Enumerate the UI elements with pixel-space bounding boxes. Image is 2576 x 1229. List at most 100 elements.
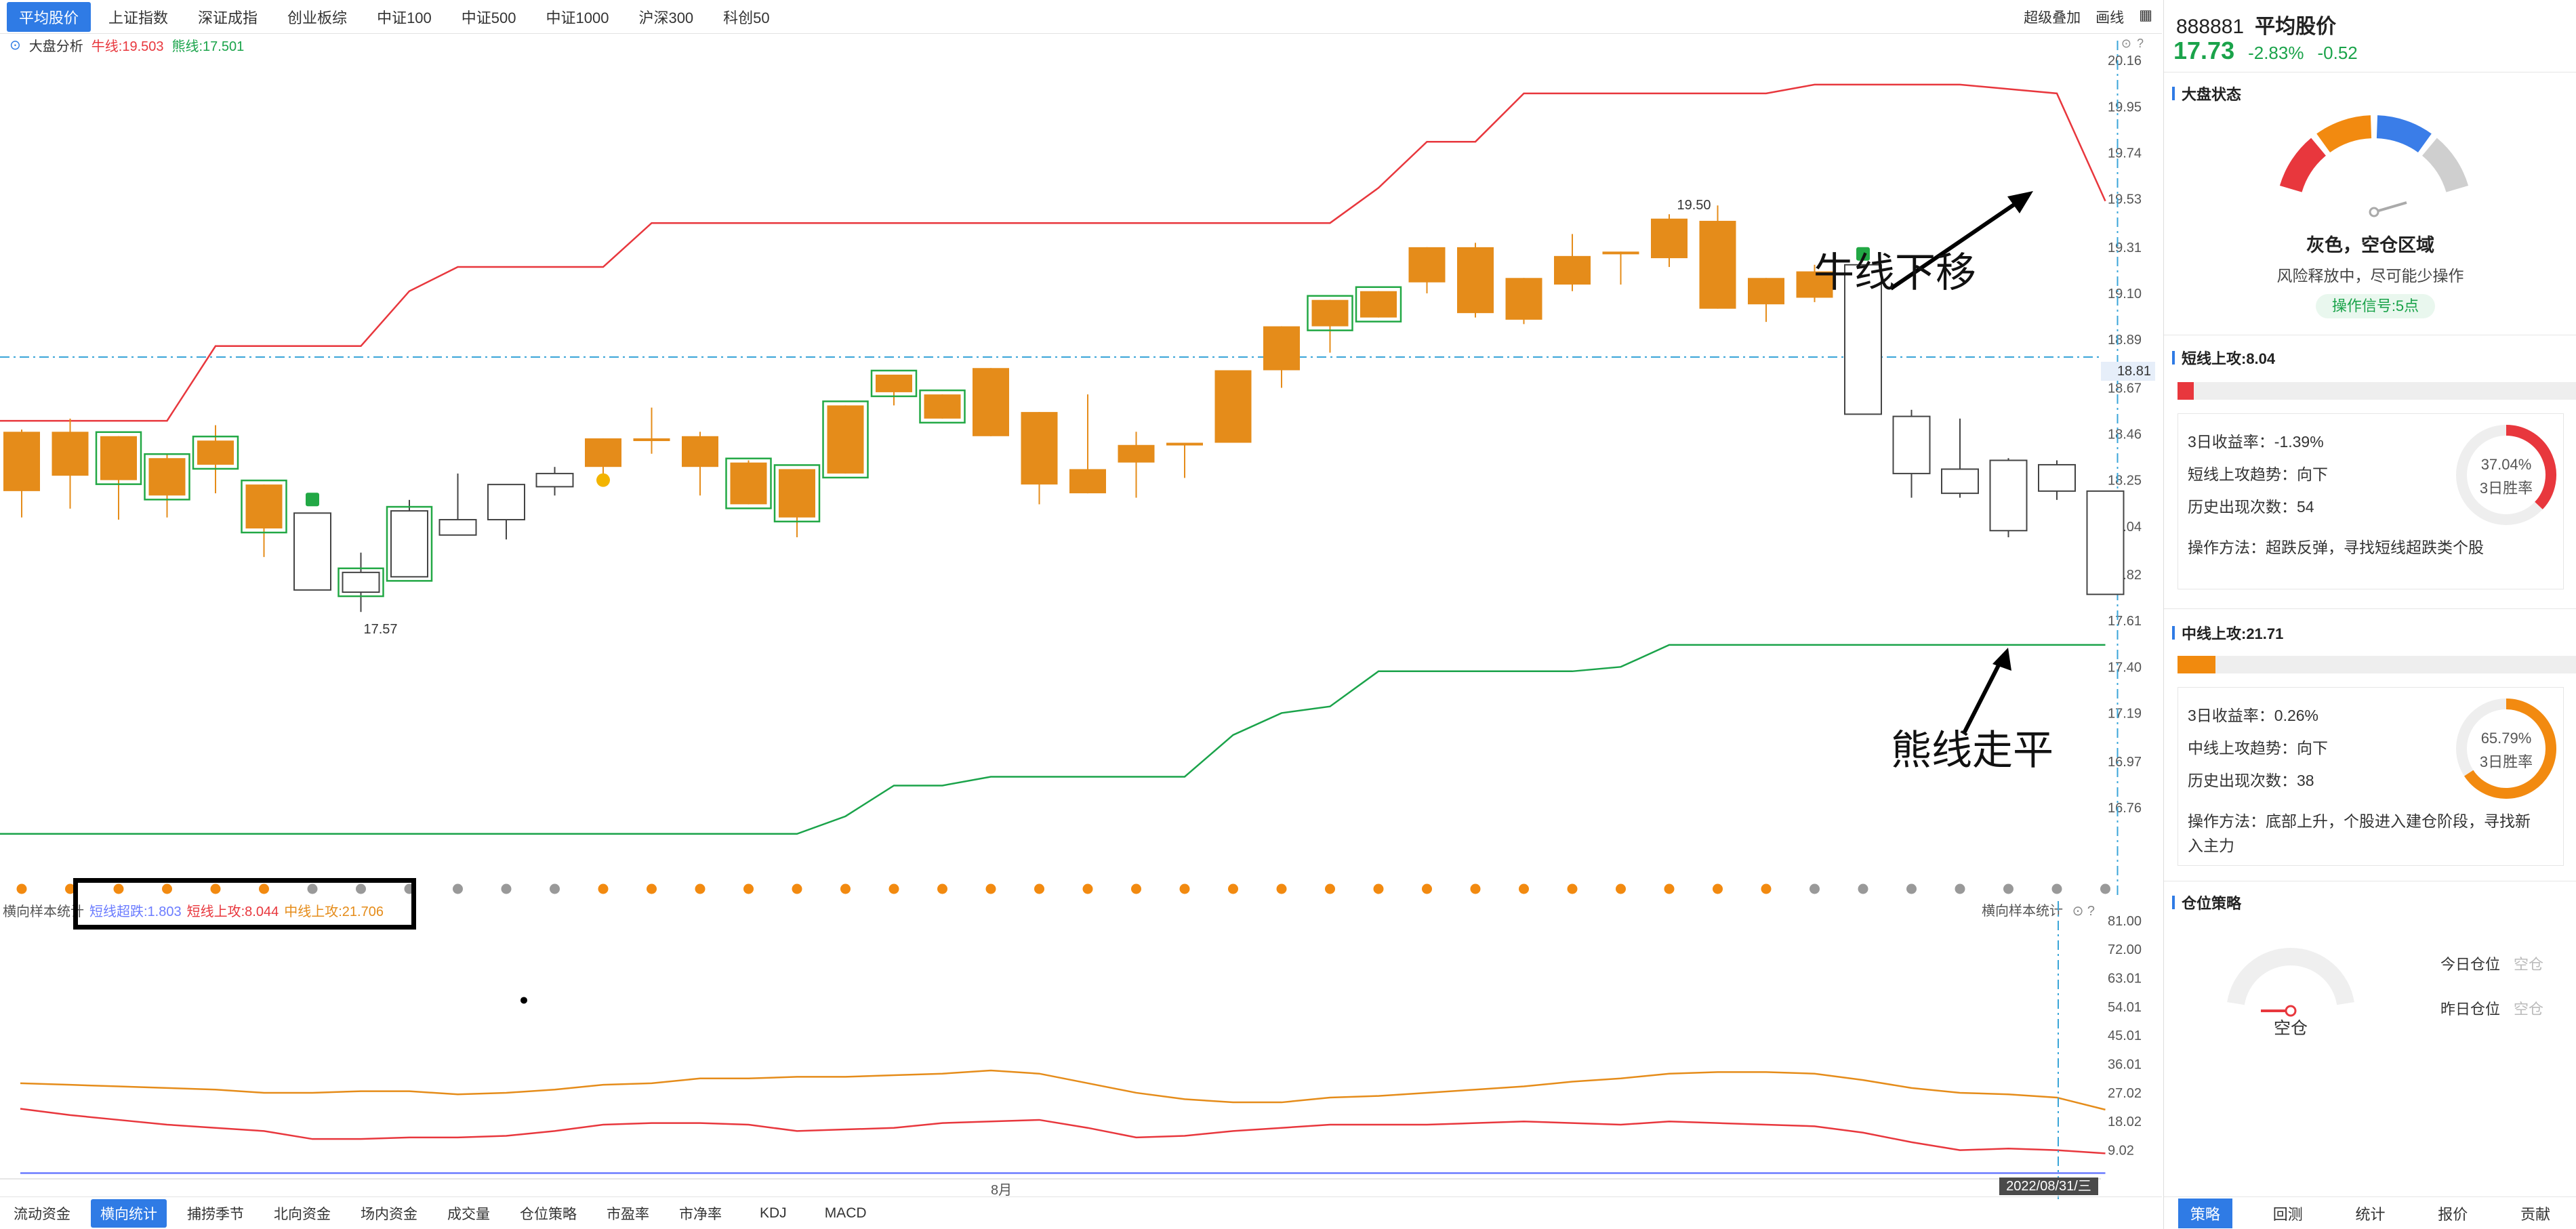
- candle: [773, 464, 821, 537]
- help-icon[interactable]: ?: [2136, 37, 2149, 50]
- tab-chinext[interactable]: 创业板综: [287, 9, 348, 26]
- candle: [241, 479, 287, 558]
- candle-body: [827, 405, 864, 474]
- candle: [1554, 234, 1591, 291]
- lower-chart-right-label: 横向样本统计: [1982, 904, 2063, 919]
- tab-star50[interactable]: 科创50: [723, 9, 770, 26]
- legend-short-attack: 短线上攻:8.044: [186, 904, 279, 919]
- status-dot: [1616, 883, 1626, 894]
- settings-icon[interactable]: ⊙: [2121, 37, 2137, 50]
- top-right-tools: 超级叠加 画线 ▦: [2024, 7, 2152, 27]
- tab-onfloor-funds[interactable]: 场内资金: [361, 1206, 417, 1222]
- tab-macd[interactable]: MACD: [824, 1205, 867, 1221]
- status-dot: [1906, 883, 1917, 894]
- stock-header: 888881 平均股价: [2176, 9, 2336, 39]
- status-dot: [1664, 883, 1675, 894]
- tab-sz-index[interactable]: 深证成指: [198, 9, 258, 26]
- short-trend: 短线上攻趋势：向下: [2188, 465, 2328, 483]
- tab-fishing-season[interactable]: 捕捞季节: [187, 1206, 244, 1222]
- candle-body: [1941, 468, 1979, 495]
- tab-csi1000[interactable]: 中证1000: [546, 9, 609, 26]
- annotation-arrow-bear: [1962, 656, 2005, 734]
- draw-line-button[interactable]: 画线: [2095, 10, 2125, 26]
- today-position-label: 今日仓位: [2440, 956, 2501, 973]
- short-attack-bar: [2178, 382, 2576, 400]
- candle-highlight-box: [95, 431, 142, 485]
- status-dot: [1470, 883, 1481, 894]
- tab-csi100[interactable]: 中证100: [377, 9, 432, 26]
- annotation-bear-flat: 熊线走平: [1891, 727, 2053, 774]
- candle-body: [1021, 412, 1058, 485]
- candle: [1941, 418, 1979, 498]
- tab-contribution[interactable]: 贡献: [2520, 1205, 2551, 1223]
- index-tab-bar: 平均股价 上证指数 深证成指 创业板综 中证100 中证500 中证1000 沪…: [0, 0, 2162, 34]
- tab-volume[interactable]: 成交量: [447, 1206, 490, 1222]
- candle: [1263, 326, 1300, 388]
- gauge-segment: [2316, 115, 2372, 153]
- tab-pe[interactable]: 市盈率: [607, 1206, 649, 1222]
- mid-occurrences: 历史出现次数：38: [2188, 772, 2314, 789]
- signal-s-icon: [1856, 247, 1870, 261]
- candle-body: [973, 368, 1009, 436]
- tab-avg-price[interactable]: 平均股价: [7, 1, 91, 32]
- position-title-text: 仓位策略: [2182, 895, 2242, 912]
- candle-body: [1214, 370, 1252, 443]
- annotation-arrowhead: [1992, 648, 2011, 671]
- tab-stats[interactable]: 统计: [2355, 1205, 2386, 1223]
- status-dot: [259, 883, 269, 894]
- tab-pb[interactable]: 市净率: [679, 1206, 722, 1222]
- lower-settings-icon[interactable]: ⊙ ?: [2072, 904, 2095, 919]
- candle: [1748, 278, 1784, 322]
- candle: [1118, 432, 1155, 498]
- mid-attack-line: [20, 1069, 2106, 1111]
- y-tick-label: 19.31: [2108, 241, 2142, 255]
- status-dot: [1713, 883, 1723, 894]
- candle: [487, 484, 525, 540]
- candle-highlight-box: [725, 457, 772, 509]
- candle: [3, 430, 40, 518]
- candlestick-chart: 20.16 19.95 19.74 19.53 19.31 19.10 18.89 18.67…: [0, 41, 2142, 898]
- tab-strategy[interactable]: 策略: [2178, 1198, 2232, 1228]
- signal-b-icon: [596, 473, 610, 487]
- candle-body: [1554, 255, 1591, 285]
- tab-backtest[interactable]: 回测: [2272, 1205, 2303, 1223]
- tab-csi500[interactable]: 中证500: [461, 9, 516, 26]
- candle-body: [148, 458, 186, 496]
- tab-horizontal-stats[interactable]: 横向统计: [91, 1199, 167, 1228]
- candle: [870, 369, 918, 406]
- tab-hs300[interactable]: 沪深300: [638, 9, 694, 26]
- mid-winrate-ring: [2456, 699, 2556, 799]
- candle-body: [1651, 218, 1688, 259]
- tab-sh-index[interactable]: 上证指数: [108, 9, 169, 26]
- stock-code: 888881: [2176, 16, 2245, 38]
- candle-body: [197, 440, 234, 465]
- lower-chart-legend: 横向样本统计 短线超跌:1.803 短线上攻:8.044 中线上攻:21.706: [3, 900, 384, 920]
- super-overlay-button[interactable]: 超级叠加: [2024, 10, 2081, 26]
- gauge-needle: [2373, 201, 2407, 213]
- y-tick-label: 18.02: [2108, 1115, 2142, 1129]
- tab-kdj[interactable]: KDJ: [760, 1205, 787, 1221]
- candle: [95, 431, 142, 520]
- candle: [1699, 205, 1736, 309]
- status-dot: [985, 883, 996, 894]
- chart-header-icons: ⊙?: [2121, 37, 2149, 51]
- tab-flow-funds[interactable]: 流动资金: [14, 1206, 70, 1222]
- candle-body: [1748, 278, 1784, 305]
- y-tick-label: 16.76: [2108, 801, 2142, 816]
- tab-northbound[interactable]: 北向资金: [274, 1206, 331, 1222]
- status-dot: [937, 883, 947, 894]
- tab-position-strategy[interactable]: 仓位策略: [520, 1206, 577, 1222]
- layout-icon[interactable]: ▦: [2139, 7, 2152, 23]
- short-winrate-label: 3日胜率: [2479, 480, 2533, 497]
- collapse-icon[interactable]: ⊙: [9, 37, 21, 53]
- status-dot: [1228, 883, 1238, 894]
- candle-body: [1457, 247, 1494, 314]
- candle-body: [1892, 415, 1931, 474]
- candle: [973, 368, 1009, 436]
- tab-quote[interactable]: 报价: [2438, 1205, 2468, 1223]
- candle-body: [876, 374, 912, 392]
- chart-subheader: ⊙ 大盘分析 牛线:19.503 熊线:17.501: [9, 35, 244, 54]
- short-attack-bar-fill: [2178, 382, 2194, 400]
- candle: [192, 425, 239, 494]
